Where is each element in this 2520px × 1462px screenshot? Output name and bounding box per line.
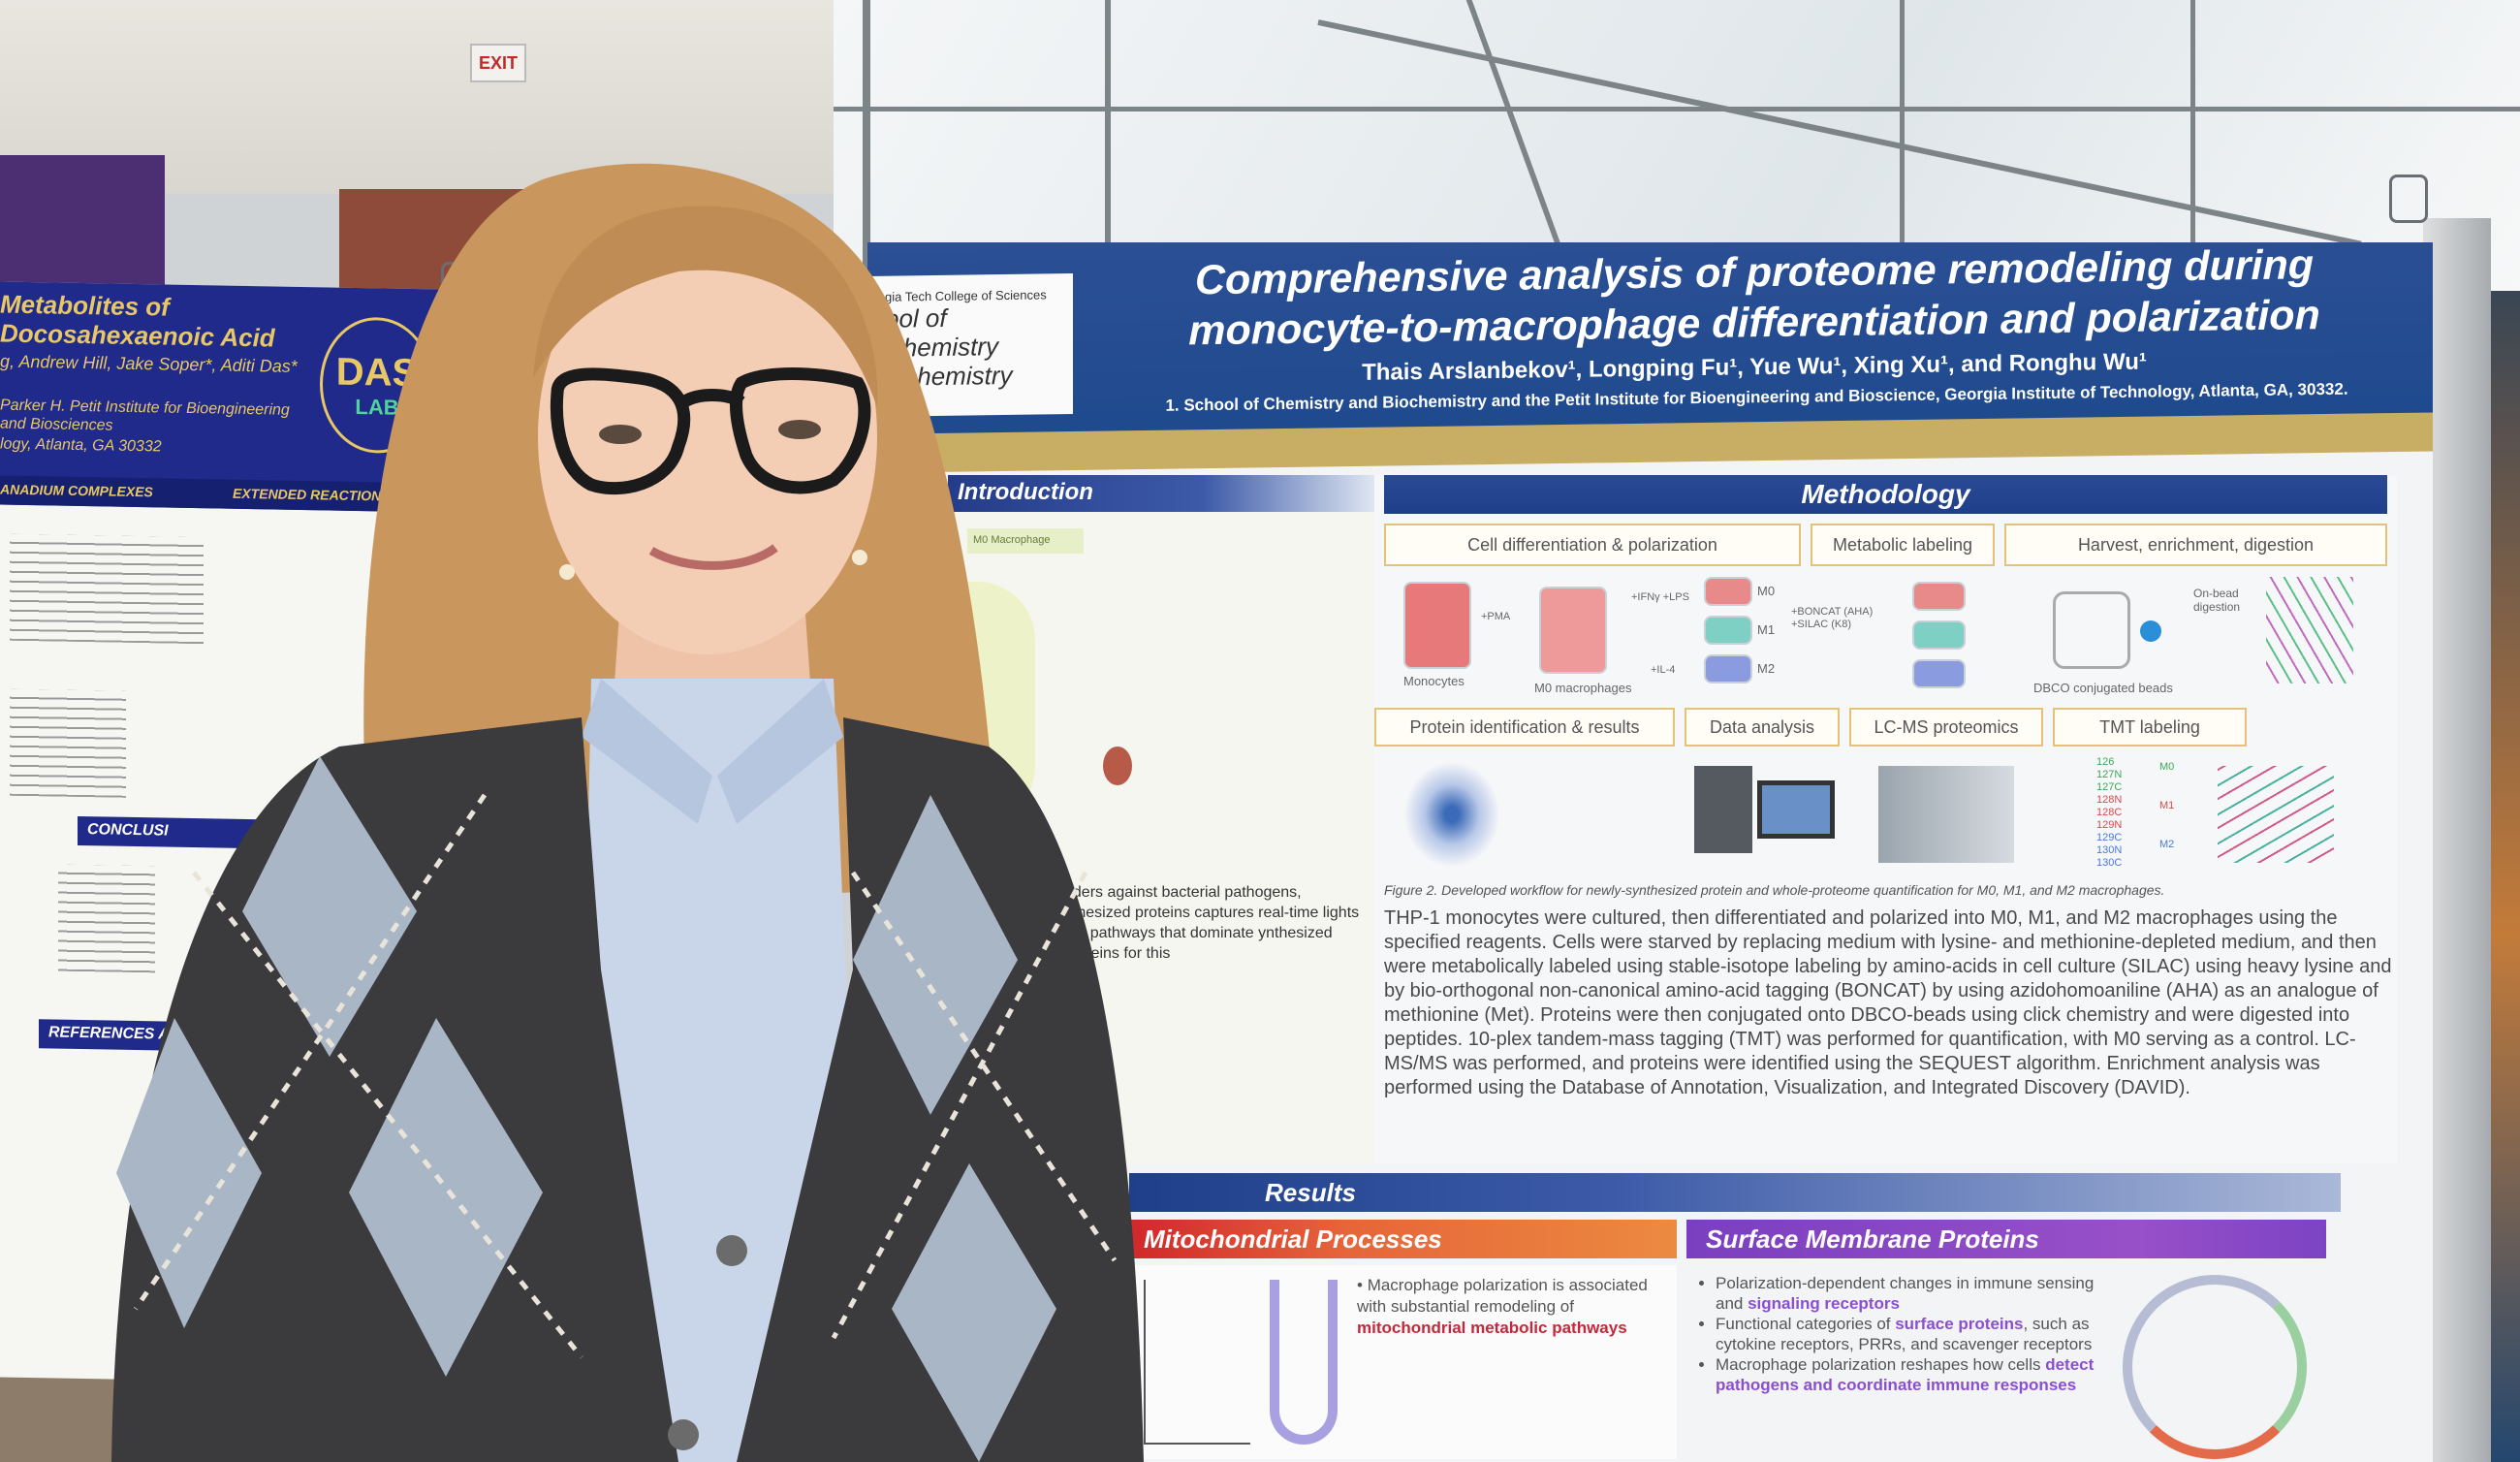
tagged-peptides-illustration [2218, 766, 2334, 863]
monocytes-flask [1403, 582, 1471, 669]
bullet-highlight: surface proteins [1895, 1315, 2024, 1333]
protein-illustration [1103, 747, 1132, 785]
methodology-text: THP-1 monocytes were cultured, then diff… [1384, 907, 2392, 1098]
mito-text: Macrophage polarization is associated wi… [1357, 1276, 1648, 1316]
tmt-channel: 128N [2096, 794, 2123, 806]
flask-label: Monocytes [1403, 674, 1465, 688]
left-eye [599, 425, 642, 444]
step-lcms-proteomics: LC-MS proteomics [1849, 708, 2043, 747]
tmt-channel: 130N [2096, 844, 2123, 856]
step-data-analysis: Data analysis [1685, 708, 1840, 747]
mitochondrial-panel: • Macrophage polarization is associated … [1124, 1265, 1677, 1459]
tmt-group: M2 [2159, 839, 2175, 850]
bullet-highlight: signaling receptors [1748, 1294, 1900, 1313]
tmt-channel: 129C [2096, 832, 2123, 843]
mitochondrial-heading: Mitochondrial Processes [1124, 1220, 1677, 1258]
tmt-channel: 127C [2096, 781, 2123, 793]
tmt-channel: 130C [2096, 857, 2123, 869]
reagent-label: +IL-4 [1651, 664, 1676, 676]
mito-highlight: mitochondrial metabolic pathways [1357, 1319, 1627, 1337]
hair-bangs [533, 206, 878, 407]
bullet-text: Macrophage polarization reshapes how cel… [1716, 1355, 2046, 1374]
lcms-instrument [1878, 766, 2014, 863]
poster-board-frame [2423, 218, 2491, 1462]
peptides-illustration [2266, 577, 2353, 683]
flask-label: M0 macrophages [1534, 681, 1632, 695]
phagosome-diagram [1270, 1280, 1338, 1445]
introduction-heading: Introduction [948, 475, 1374, 512]
binder-clip-icon [2389, 175, 2428, 223]
shirt-collar [582, 679, 843, 824]
m0-macrophages-flask [1539, 587, 1607, 674]
surface-bullet: Macrophage polarization reshapes how cel… [1716, 1354, 2103, 1395]
right-eye [778, 420, 821, 439]
reagent-label: +IFNγ +LPS [1631, 591, 1689, 603]
exit-sign: EXIT [470, 44, 526, 82]
step-cell-differentiation: Cell differentiation & polarization [1384, 524, 1801, 566]
tmt-channel: 126 [2096, 756, 2115, 768]
bead-label: DBCO conjugated beads [2033, 681, 2173, 695]
monitor-icon [1757, 780, 1835, 839]
reagent-label: On-bead digestion [2193, 587, 2241, 614]
labeled-m2-flask [1912, 659, 1966, 688]
glasses-icon [550, 367, 871, 495]
labeled-m1-flask [1912, 620, 1966, 650]
bullet-highlight: detect pathogens and coordinate immune r… [1716, 1355, 2095, 1394]
figure-caption: Figure 2. Developed workflow for newly-s… [1384, 882, 2165, 898]
bullet-text: , such as cytokine receptors, PRRs, and … [1716, 1315, 2093, 1353]
reagent-label: +PMA [1481, 611, 1511, 622]
cardigan-buttons [668, 1235, 747, 1450]
earring-right [852, 550, 867, 565]
smile [648, 544, 778, 570]
step-tmt-labeling: TMT labeling [2053, 708, 2247, 747]
tmt-channel: 129N [2096, 819, 2123, 831]
purple-wall-panel [0, 155, 165, 301]
flask-label: M0 [1757, 584, 1776, 598]
step-metabolic-labeling: Metabolic labeling [1811, 524, 1995, 566]
surface-membrane-panel: Polarization-dependent changes in immune… [1686, 1265, 2326, 1459]
methodology-heading: Methodology [1384, 475, 2387, 514]
tmt-group: M1 [2159, 800, 2175, 811]
argyle-pattern [116, 756, 1056, 1462]
bullet-text: Functional categories of [1716, 1315, 1896, 1333]
face [538, 218, 877, 654]
flask-label: M2 [1757, 661, 1776, 676]
m2-flask [1704, 654, 1752, 683]
reagent-label: +BONCAT (AHA) +SILAC (K8) [1791, 606, 1874, 630]
earring-left [559, 564, 575, 580]
tmt-channel: 128C [2096, 807, 2123, 818]
tmt-group: M0 [2159, 761, 2175, 773]
mito-plot [1144, 1280, 1250, 1445]
surface-bullet: Polarization-dependent changes in immune… [1716, 1273, 2103, 1314]
chord-diagram [2123, 1275, 2307, 1459]
bullet-text: Polarization-dependent changes in immune… [1716, 1274, 2095, 1313]
volcano-plot [1403, 761, 1500, 868]
m0-macrophage-label: M0 Macrophage [967, 528, 1084, 554]
dbco-structure [2053, 591, 2130, 669]
mitochondrial-text: • Macrophage polarization is associated … [1357, 1276, 1648, 1337]
surface-bullets: Polarization-dependent changes in immune… [1696, 1273, 2103, 1395]
surface-bullet: Functional categories of surface protein… [1716, 1314, 2103, 1354]
bead-icon [2140, 620, 2161, 642]
m1-flask [1704, 616, 1752, 645]
tmt-channel: 127N [2096, 769, 2123, 780]
methodology-panel: Methodology Cell differentiation & polar… [1374, 475, 2397, 1163]
results-heading: Results [1129, 1173, 2341, 1212]
step-harvest-enrichment: Harvest, enrichment, digestion [2004, 524, 2387, 566]
labeled-m0-flask [1912, 582, 1966, 611]
flask-label: M1 [1757, 622, 1776, 637]
tmt-channel-list: 126 127N 127C 128N 128C 129N 129C 130N 1… [2096, 756, 2135, 870]
surface-membrane-heading: Surface Membrane Proteins [1686, 1220, 2326, 1258]
computer-icon [1694, 766, 1752, 853]
step-protein-identification: Protein identification & results [1374, 708, 1675, 747]
argyle-stitch-lines [133, 793, 1118, 1359]
m0-flask [1704, 577, 1752, 606]
